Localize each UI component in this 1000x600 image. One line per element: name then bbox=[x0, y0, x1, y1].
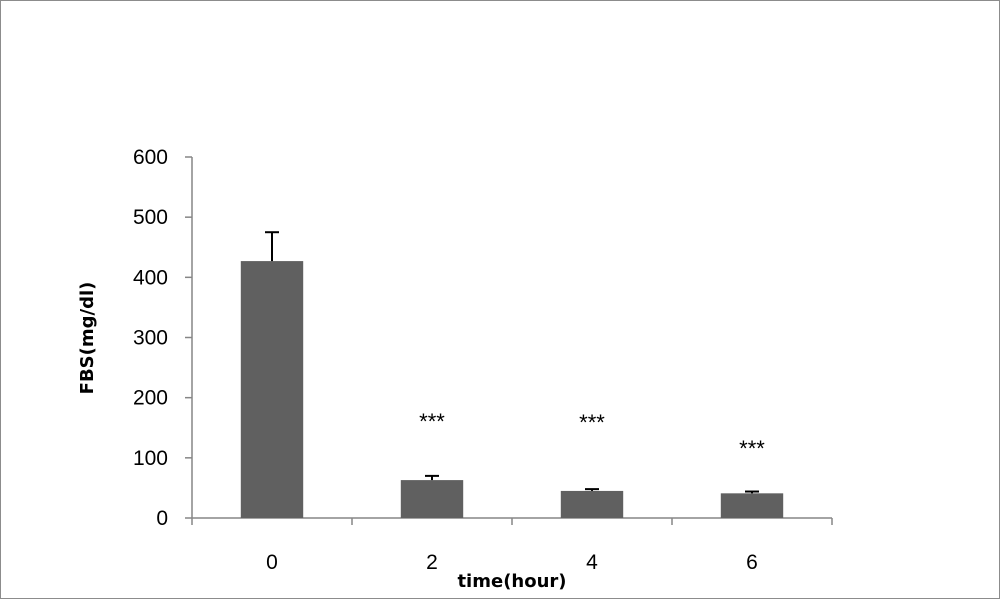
bar bbox=[240, 261, 304, 518]
y-tick-label: 400 bbox=[133, 266, 168, 289]
x-axis: 0 2 4 6 bbox=[191, 517, 833, 574]
bars bbox=[240, 261, 784, 518]
x-tick-label: 6 bbox=[746, 551, 758, 574]
x-tick-label: 2 bbox=[426, 551, 438, 574]
x-tick-label: 4 bbox=[586, 551, 598, 574]
x-tick-label: 0 bbox=[266, 551, 278, 574]
significance-label: *** bbox=[739, 436, 765, 461]
significance-label: *** bbox=[579, 410, 605, 435]
y-axis: 0 100 200 300 400 500 600 bbox=[133, 146, 193, 530]
error-bars bbox=[265, 231, 759, 494]
y-tick-label: 500 bbox=[133, 206, 168, 229]
y-tick-label: 100 bbox=[133, 447, 168, 470]
y-tick-label: 600 bbox=[133, 146, 168, 169]
y-axis-label: FBS(mg/dl) bbox=[77, 282, 98, 395]
significance-label: *** bbox=[419, 409, 445, 434]
bar bbox=[400, 480, 464, 518]
x-axis-label: time(hour) bbox=[457, 571, 566, 592]
y-tick-label: 200 bbox=[133, 387, 168, 410]
bar bbox=[720, 493, 784, 518]
significance-annotations: *** *** *** bbox=[419, 409, 765, 461]
y-tick-label: 0 bbox=[156, 507, 168, 530]
y-tick-label: 300 bbox=[133, 327, 168, 350]
bar bbox=[560, 490, 624, 518]
